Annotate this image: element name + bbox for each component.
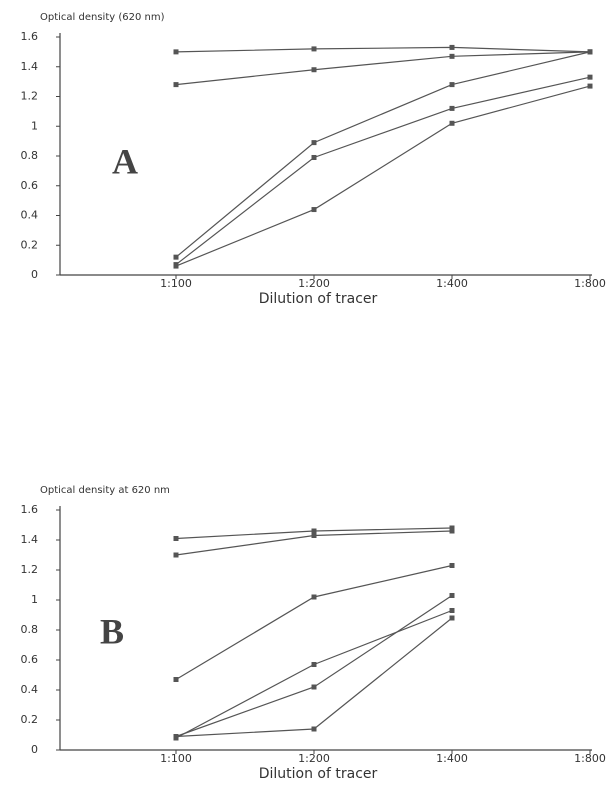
y-tick-label: 0 [31,743,38,756]
data-point [173,263,179,269]
x-tick-label: 1:400 [436,277,468,290]
x-tick-label: 1:400 [436,752,468,765]
data-point [587,83,593,89]
data-point [449,615,455,621]
series-line [175,51,591,258]
data-point [311,207,317,213]
data-point [449,525,455,531]
y-tick-label: 0.8 [21,623,39,636]
data-point [449,44,455,50]
y-tick-label: 1.4 [21,533,39,546]
data-point [173,552,179,558]
data-point [449,120,455,126]
y-tick-label: 0.4 [21,209,39,222]
x-tick-label: 1:800 [574,752,606,765]
data-point [311,46,317,52]
y-tick-label: 0 [31,268,38,281]
series-line [175,85,591,267]
y-tick-label: 1.2 [21,563,39,576]
x-axis-title: Dilution of tracer [259,766,378,782]
data-point [173,677,179,682]
y-tick-label: 1.6 [21,30,39,43]
y-tick-label: 0.8 [21,149,39,162]
y-tick-label: 1.2 [21,90,39,103]
data-point [173,82,179,88]
series-line [175,46,591,53]
data-point [449,105,455,111]
data-point [173,49,179,55]
panel-label: B [100,611,124,651]
y-tick-label: 0.6 [21,653,39,666]
panel-label: A [112,141,138,181]
series-line [175,76,591,266]
data-point [587,49,593,55]
data-point [449,608,455,613]
series-line [175,51,591,86]
data-point [311,726,317,732]
y-tick-label: 1.4 [21,60,39,73]
data-point [311,528,317,534]
y-axis-title: Optical density (620 nm) [40,12,165,23]
data-point [311,684,317,690]
data-point [311,67,317,73]
y-tick-label: 0.6 [21,179,39,192]
data-point [311,140,317,146]
y-tick-label: 0.2 [21,238,39,251]
y-tick-label: 0.4 [21,683,39,696]
data-point [311,533,317,538]
data-point [311,154,317,160]
data-point [173,536,179,541]
x-tick-label: 1:800 [574,277,606,290]
x-tick-label: 1:200 [298,752,330,765]
x-tick-label: 1:100 [160,277,192,290]
series-line [175,609,453,739]
x-tick-label: 1:100 [160,752,192,765]
data-point [587,74,593,80]
data-point [449,82,455,88]
data-point [311,662,317,667]
data-point [449,53,455,59]
data-point [173,734,179,739]
y-axis-title: Optical density at 620 nm [40,485,170,496]
series-line [175,617,453,738]
x-tick-label: 1:200 [298,277,330,290]
y-tick-label: 1.6 [21,503,39,516]
y-tick-label: 1 [31,119,38,132]
y-tick-label: 0.2 [21,713,39,726]
data-point [449,528,455,534]
x-axis-title: Dilution of tracer [259,291,378,307]
data-point [311,594,317,600]
data-point [449,563,455,568]
y-tick-label: 1 [31,593,38,606]
data-point [449,593,455,598]
data-point [173,254,179,260]
